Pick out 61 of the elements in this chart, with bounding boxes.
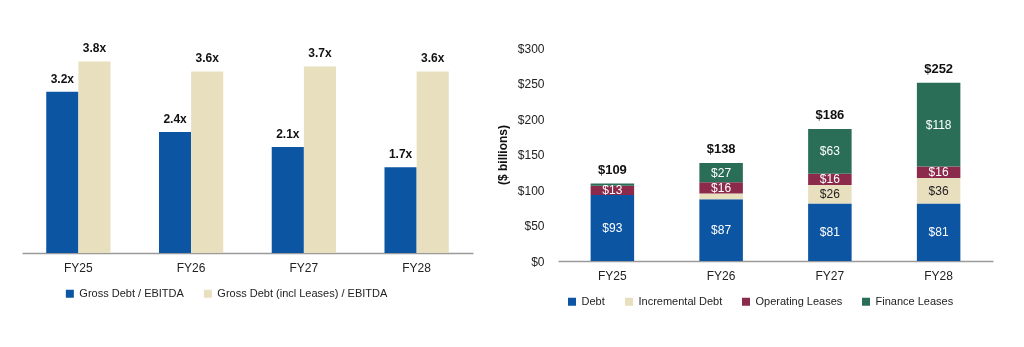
y-tick-label: $50 <box>524 219 545 233</box>
y-tick-label: $200 <box>517 112 545 127</box>
bar <box>808 203 852 261</box>
x-tick-label: FY25 <box>64 260 94 275</box>
bar <box>158 132 192 253</box>
total-label: $252 <box>924 60 954 76</box>
data-label: 3.7x <box>308 46 332 61</box>
data-label: $81 <box>819 225 841 240</box>
data-label: $16 <box>819 172 841 187</box>
data-label: 3.2x <box>50 71 75 86</box>
data-label: $87 <box>711 223 732 238</box>
data-label: 3.8x <box>82 41 107 56</box>
bar <box>78 61 111 253</box>
data-label: 2.4x <box>163 112 188 126</box>
total-label: $138 <box>706 141 736 157</box>
x-tick-label: FY26 <box>176 260 206 275</box>
legend-label: Incremental Debt <box>638 294 723 307</box>
data-label: $36 <box>928 183 949 198</box>
y-tick-label: $0 <box>531 254 545 269</box>
data-label: $93 <box>602 220 623 235</box>
data-label: $63 <box>819 144 841 159</box>
legend-label: Finance Leases <box>875 294 954 307</box>
data-label: $16 <box>711 180 732 195</box>
x-tick-label: FY28 <box>402 260 432 275</box>
bar <box>416 71 449 253</box>
x-tick-label: FY27 <box>289 260 319 275</box>
data-label: 3.6x <box>421 51 445 66</box>
y-tick-label: $250 <box>517 77 545 91</box>
data-label: $26 <box>819 187 841 202</box>
x-tick-label: FY25 <box>598 268 628 283</box>
x-tick-label: FY28 <box>924 268 954 283</box>
x-tick-label: FY27 <box>815 268 845 283</box>
bar <box>271 147 304 253</box>
bar <box>590 194 635 261</box>
bar <box>46 91 79 253</box>
bar <box>916 203 961 261</box>
bar <box>916 82 961 167</box>
data-label: 2.1x <box>276 127 300 142</box>
bar <box>808 128 852 174</box>
data-label: $27 <box>711 165 732 180</box>
total-label: $109 <box>597 161 627 177</box>
y-tick-label: $150 <box>517 148 545 162</box>
data-label: 3.6x <box>195 51 220 66</box>
y-tick-label: $100 <box>517 183 545 198</box>
legend-label: Gross Debt / EBITDA <box>79 286 185 299</box>
legend-label: Gross Debt (incl Leases) / EBITDA <box>217 286 388 299</box>
y-axis-title: ($ billions) <box>495 125 510 185</box>
data-label: $81 <box>928 225 949 240</box>
data-label: 1.7x <box>388 147 413 162</box>
bar <box>303 66 337 253</box>
data-label: $13 <box>602 183 623 198</box>
data-label: $118 <box>925 117 952 132</box>
bar <box>699 199 743 261</box>
data-label: $16 <box>928 165 949 180</box>
y-tick-label: $300 <box>517 41 545 56</box>
legend-label: Debt <box>581 294 605 307</box>
bar <box>191 71 224 253</box>
x-tick-label: FY26 <box>706 268 736 283</box>
bar <box>384 167 417 253</box>
total-label: $186 <box>815 106 845 122</box>
legend-label: Operating Leases <box>755 294 843 307</box>
